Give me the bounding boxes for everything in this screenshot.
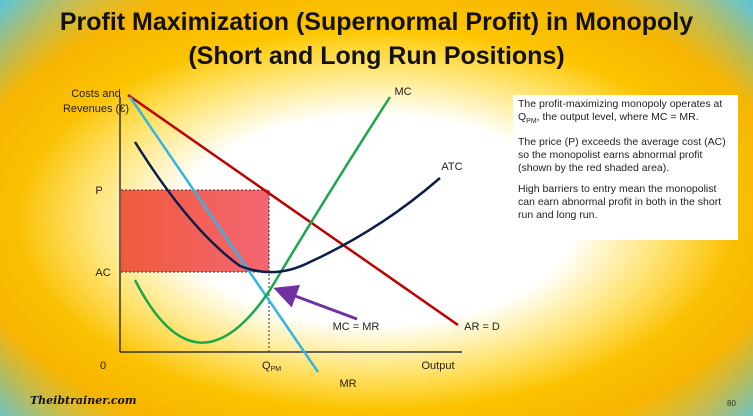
note-1-text-end: , the output level, where MC = MR.	[536, 111, 699, 123]
mc-curve	[133, 96, 392, 344]
note-paragraph-3: High barriers to entry mean the monopoli…	[518, 183, 722, 222]
explanation-notes: The profit-maximizing monopoly operates …	[513, 95, 738, 240]
ac-label: AC	[95, 267, 110, 279]
price-label: P	[95, 185, 102, 197]
y-axis-label-line-2: Revenues (€)	[63, 103, 129, 115]
note-1-subscript: PM	[526, 118, 537, 126]
brand-logo-text: Theibtrainer.com	[30, 394, 137, 407]
mc-equals-mr-annotation: MC = MR	[333, 321, 380, 333]
qpm-label-sub: PM	[271, 366, 282, 373]
mr-line	[128, 96, 320, 373]
note-1-text-start: The profit-maximizing monopoly operates …	[518, 98, 723, 123]
origin-label: 0	[100, 360, 106, 372]
ar-demand-line	[127, 93, 459, 327]
qpm-label-main: Q	[262, 360, 271, 372]
abnormal-profit-area	[121, 190, 269, 272]
x-axis-label: Output	[421, 360, 454, 372]
mc-curve-label: MC	[394, 86, 411, 98]
atc-curve-label: ATC	[441, 161, 462, 173]
note-paragraph-1: The profit-maximizing monopoly operates …	[518, 98, 733, 128]
slide-title-line-2: (Short and Long Run Positions)	[188, 42, 565, 70]
y-axis-label-line-1: Costs and	[71, 88, 121, 100]
qpm-label: QPM	[262, 360, 281, 373]
ar-curve-label: AR = D	[464, 321, 500, 333]
page-number: 80	[727, 399, 736, 408]
slide-title-line-1: Profit Maximization (Supernormal Profit)…	[59, 8, 694, 36]
atc-curve	[133, 141, 441, 274]
mc-equals-mr-arrow	[273, 285, 358, 321]
mr-curve-label: MR	[339, 378, 356, 390]
note-paragraph-2: The price (P) exceeds the average cost (…	[518, 136, 726, 175]
